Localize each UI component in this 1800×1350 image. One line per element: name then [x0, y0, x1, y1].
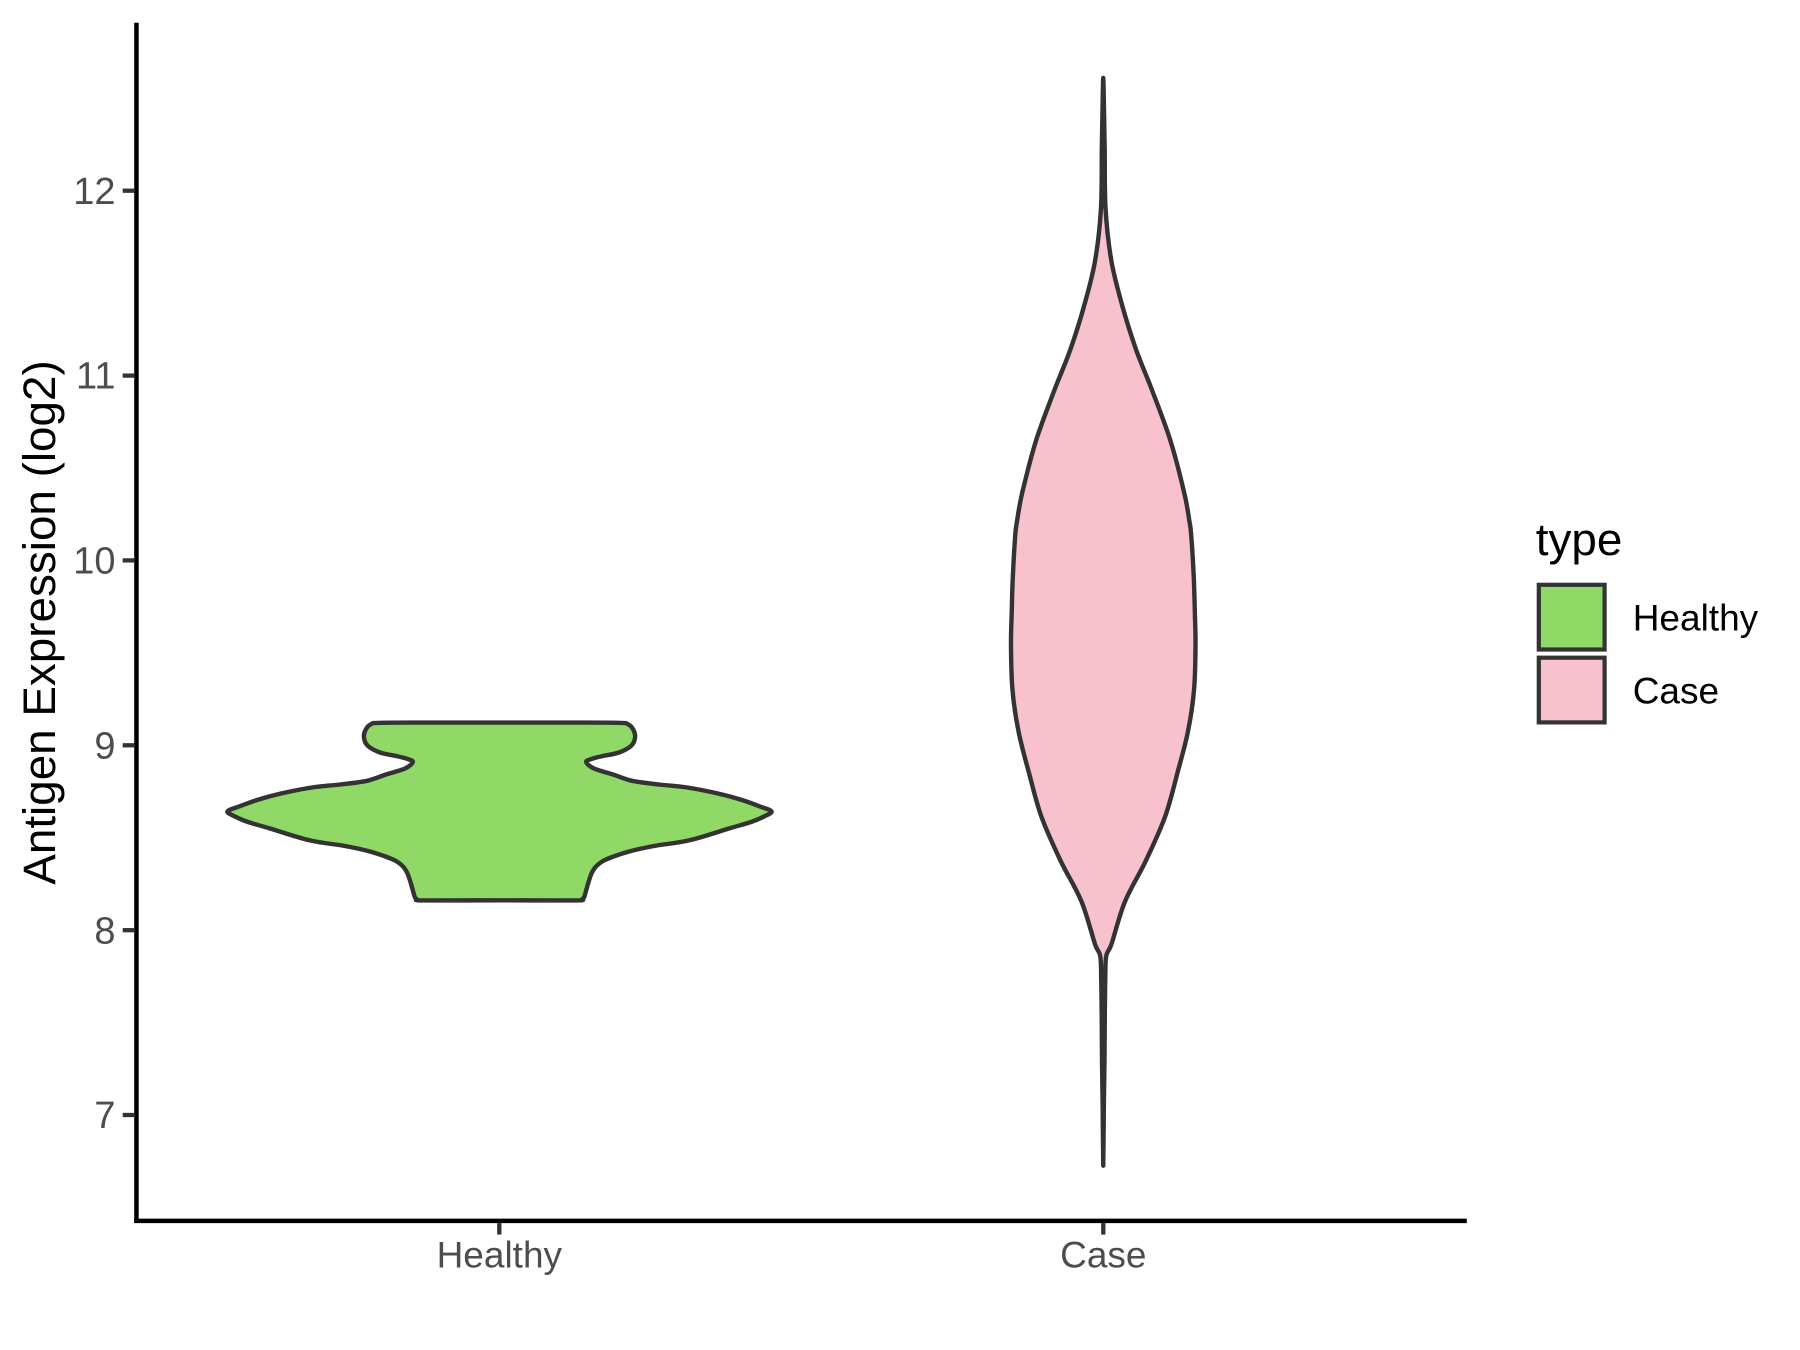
- svg-text:Healthy: Healthy: [1633, 598, 1759, 639]
- svg-text:Healthy: Healthy: [437, 1235, 563, 1276]
- svg-text:10: 10: [73, 541, 115, 583]
- svg-text:Antigen Expression (log2): Antigen Expression (log2): [14, 360, 65, 884]
- svg-text:Case: Case: [1060, 1235, 1146, 1276]
- svg-text:11: 11: [76, 356, 115, 398]
- svg-text:7: 7: [94, 1095, 115, 1137]
- svg-text:9: 9: [94, 725, 115, 767]
- svg-text:12: 12: [73, 171, 115, 213]
- svg-text:Case: Case: [1633, 671, 1719, 712]
- svg-text:type: type: [1536, 514, 1623, 565]
- svg-text:8: 8: [94, 910, 115, 952]
